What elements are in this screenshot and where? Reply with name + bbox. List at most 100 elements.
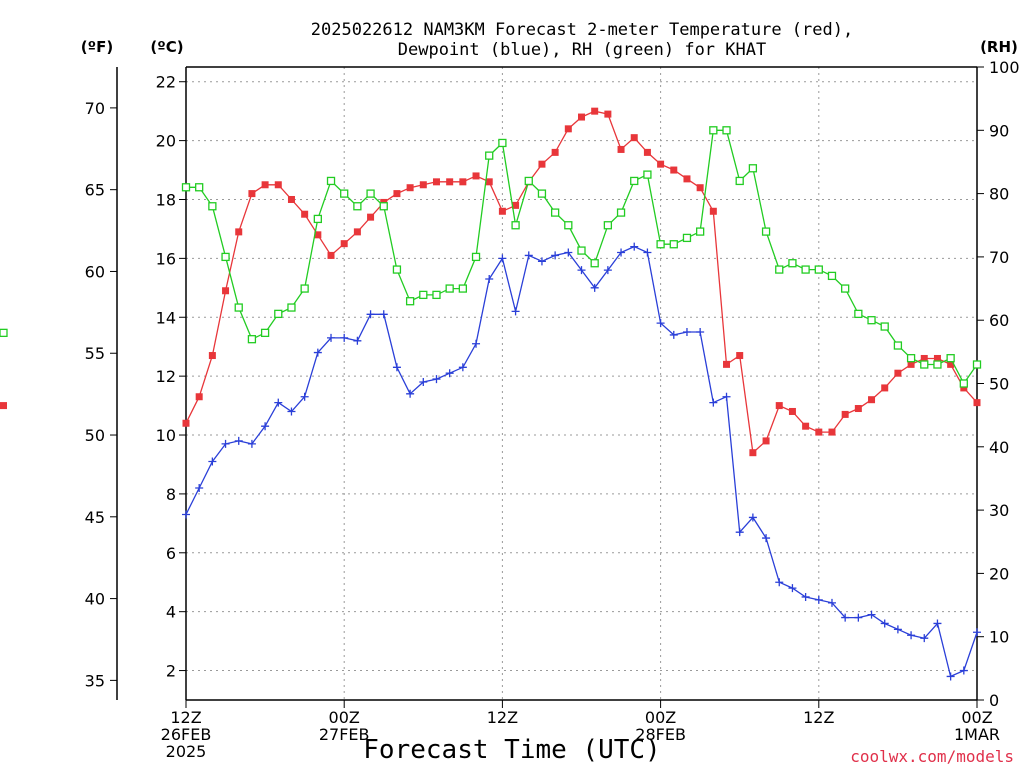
- temperature-point: [749, 449, 757, 457]
- rh-tick-label: 70: [989, 248, 1009, 267]
- chart-title-line-1: 2025022612 NAM3KM Forecast 2-meter Tempe…: [311, 20, 853, 40]
- rh-point: [340, 189, 349, 198]
- temperature-point: [973, 399, 981, 407]
- rh-point: [748, 164, 758, 173]
- dewpoint-point: [208, 457, 217, 466]
- rh-point: [181, 183, 191, 192]
- dewpoint-point: [814, 595, 823, 604]
- temperature-point: [709, 207, 717, 215]
- dewpoint-point: [696, 327, 705, 336]
- fahrenheit-tick-label: 45: [85, 508, 105, 527]
- temperature-point: [287, 195, 295, 203]
- rh-point: [827, 271, 837, 281]
- celsius-tick-label: 6: [166, 544, 176, 563]
- dewpoint-point: [880, 619, 889, 628]
- temperature-point: [683, 175, 691, 183]
- x-tick-label: 12Z: [803, 708, 834, 727]
- x-tick-label: 1MAR: [954, 725, 1000, 744]
- rh-tick-label: 50: [989, 375, 1009, 394]
- rh-point: [682, 233, 692, 243]
- temperature-point: [802, 422, 810, 430]
- rh-point: [880, 322, 889, 331]
- temperature-point: [459, 178, 467, 186]
- temperature-point: [261, 181, 269, 189]
- rh-tick-label: 90: [989, 121, 1009, 140]
- rh-point: [893, 341, 903, 350]
- temperature-point: [446, 178, 454, 186]
- rh-point: [221, 252, 230, 262]
- x-tick-label: 00Z: [329, 708, 360, 727]
- rh-point: [761, 227, 771, 236]
- dewpoint-point: [867, 610, 876, 619]
- rh-point: [392, 265, 402, 274]
- rh-tick-label: 80: [989, 185, 1009, 204]
- dewpoint-point: [182, 510, 190, 519]
- rh-point: [550, 208, 560, 217]
- rh-point: [511, 221, 520, 230]
- dewpoint-point: [195, 484, 204, 493]
- dewpoint-point: [432, 375, 441, 384]
- axis-ticks: 2 4 6 8 10 12 14 16 18 20 22 35 40 45 50 55 60 65 70 0 10 20 3…: [85, 58, 1020, 761]
- temperature-point: [182, 419, 190, 427]
- rh-point: [735, 176, 744, 186]
- dewpoint-point: [564, 248, 573, 257]
- celsius-tick-label: 10: [156, 426, 176, 445]
- x-tick-label: 28FEB: [635, 725, 686, 744]
- dewpoint-point: [959, 666, 968, 675]
- rh-point: [643, 170, 652, 179]
- source-credit: coolwx.com/models: [850, 747, 1014, 766]
- dewpoint-point: [247, 439, 256, 448]
- dewpoint-point: [485, 274, 494, 283]
- temperature-point: [775, 402, 783, 410]
- rh-point: [656, 240, 665, 249]
- temperature-point: [512, 201, 520, 209]
- dewpoint-point: [603, 266, 612, 275]
- dewpoint-point: [537, 257, 546, 266]
- series-0: [0, 107, 981, 457]
- x-axis-title: Forecast Time (UTC): [363, 735, 660, 765]
- rh-point: [0, 328, 8, 338]
- rh-tick-label: 60: [989, 311, 1009, 330]
- dewpoint-point: [445, 369, 454, 378]
- temperature-point: [881, 384, 889, 392]
- temperature-point: [472, 172, 480, 180]
- rh-point: [432, 290, 441, 300]
- rh-point: [972, 360, 982, 369]
- rh-tick-label: 20: [989, 564, 1009, 583]
- rh-point: [709, 126, 718, 135]
- dewpoint-point: [788, 584, 797, 593]
- celsius-tick-label: 16: [156, 249, 176, 268]
- rh-point: [485, 151, 494, 160]
- dewpoint-point: [261, 422, 270, 431]
- dewpoint-point: [973, 628, 981, 637]
- dewpoint-point: [801, 592, 810, 601]
- dewpoint-point: [841, 613, 850, 622]
- temperature-point: [736, 352, 744, 360]
- dewpoint-point: [234, 436, 243, 445]
- x-tick-label: 2025: [166, 742, 207, 761]
- rh-point: [405, 297, 415, 306]
- fahrenheit-tick-label: 70: [85, 99, 105, 118]
- dewpoint-point: [735, 528, 744, 537]
- celsius-tick-label: 2: [166, 662, 176, 681]
- temperature-point: [960, 384, 968, 392]
- temperature-point: [498, 207, 506, 215]
- temperature-point: [222, 287, 230, 295]
- dewpoint-point: [907, 631, 916, 640]
- rh-point: [867, 316, 876, 325]
- celsius-tick-label: 18: [156, 190, 176, 209]
- rh-point: [260, 328, 270, 338]
- dewpoint-point: [854, 613, 863, 622]
- temperature-point: [670, 166, 678, 174]
- celsius-axis-label: (ºC): [150, 38, 183, 56]
- rh-point: [379, 202, 388, 211]
- temperature-point: [828, 428, 836, 436]
- dewpoint-point: [551, 251, 560, 260]
- temperature-point: [327, 251, 335, 259]
- rh-point: [208, 202, 217, 211]
- rh-point: [234, 303, 243, 312]
- dewpoint-point: [379, 310, 388, 319]
- axes: [116, 66, 978, 701]
